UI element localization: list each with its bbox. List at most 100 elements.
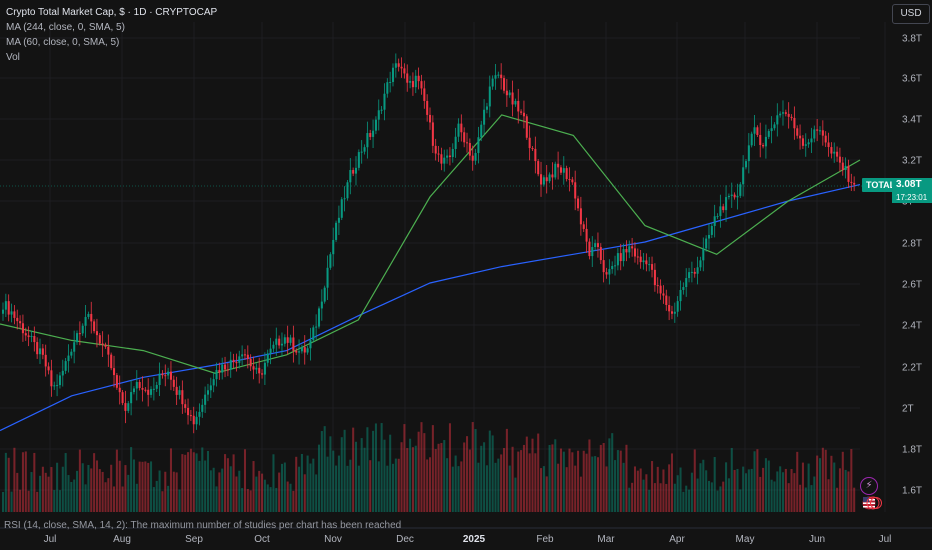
candle-body	[67, 355, 70, 362]
candle-body	[508, 92, 511, 96]
candle-body	[730, 194, 733, 196]
candle-body	[138, 382, 141, 388]
x-tick-label: Apr	[669, 534, 685, 545]
candle-body	[841, 162, 844, 170]
candle-body	[756, 127, 759, 135]
candle-body	[155, 384, 158, 389]
volume-bar	[366, 427, 369, 512]
volume-bar	[824, 449, 827, 512]
volume-bar	[625, 444, 628, 512]
candle-body	[821, 130, 824, 136]
candle-body	[212, 379, 215, 386]
candle-body	[750, 133, 753, 146]
volume-bar	[545, 476, 548, 512]
volume-bar	[801, 462, 804, 512]
volume-bar	[707, 480, 711, 512]
volume-bar	[70, 481, 73, 512]
volume-bar	[352, 427, 355, 512]
candle-body	[292, 337, 295, 351]
candle-body	[411, 81, 414, 88]
x-tick-label: Mar	[597, 534, 615, 545]
volume-bar	[468, 449, 471, 512]
volume-bar	[816, 455, 819, 512]
candle-body	[198, 411, 201, 417]
volume-bar	[494, 462, 497, 512]
volume-bar	[420, 422, 423, 512]
candle-body	[221, 364, 224, 373]
volume-bar	[298, 466, 301, 512]
candle-body	[374, 119, 377, 131]
candle-body	[804, 144, 807, 146]
candle-body	[315, 326, 318, 328]
candle-body	[283, 337, 286, 344]
volume-bar	[13, 447, 16, 512]
x-tick-label: May	[736, 534, 755, 545]
candle-body	[500, 74, 503, 79]
volume-bar	[232, 454, 235, 512]
volume-bar	[326, 456, 329, 512]
candle-body	[141, 387, 144, 390]
volume-bar	[340, 437, 343, 512]
candle-body	[485, 106, 488, 110]
candle-body	[372, 130, 375, 137]
candle-body	[707, 234, 711, 239]
volume-bar	[280, 463, 284, 512]
candle-body	[363, 147, 366, 152]
candle-body	[326, 267, 329, 288]
volume-bar	[275, 487, 278, 512]
candle-body	[830, 147, 833, 154]
y-tick-label: 2.6T	[902, 280, 922, 291]
candle-body	[673, 311, 676, 314]
candle-body	[713, 216, 716, 226]
volume-bar	[804, 487, 807, 512]
volume-bar	[309, 463, 312, 512]
ma244-legend[interactable]: MA (244, close, 0, SMA, 5)	[6, 22, 125, 33]
candle-body	[747, 145, 750, 162]
volume-bar	[841, 451, 844, 512]
volume-bar	[255, 476, 258, 512]
candle-body	[471, 155, 474, 161]
y-tick-label: 3.4T	[902, 115, 922, 126]
candle-body	[488, 86, 491, 107]
volume-bar	[548, 444, 551, 512]
volume-bar	[559, 448, 562, 512]
us-flag-icon[interactable]	[862, 496, 882, 510]
volume-bar	[454, 455, 457, 512]
candle-body	[725, 197, 728, 211]
candle-body	[710, 225, 713, 235]
volume-bar	[357, 465, 360, 512]
volume-bar	[577, 450, 580, 512]
volume-bar	[212, 467, 215, 512]
candle-body	[619, 253, 622, 262]
candle-body	[614, 265, 617, 267]
price-axis[interactable]: 3.8T3.6T3.4T3.2T3T2.8T2.6T2.4T2.2T2T1.8T…	[902, 34, 922, 497]
candle-body	[599, 247, 602, 261]
volume-bar	[98, 469, 101, 512]
candle-body	[409, 81, 412, 83]
y-tick-label: 1.8T	[902, 445, 922, 456]
candle-body	[235, 362, 238, 364]
ma60-legend[interactable]: MA (60, close, 0, SMA, 5)	[6, 37, 120, 48]
candle-body	[104, 344, 107, 347]
volume-bar	[833, 462, 836, 512]
volume-legend[interactable]: Vol	[6, 52, 20, 63]
volume-bar	[58, 490, 61, 512]
volume-bar	[440, 443, 443, 512]
candle-body	[261, 373, 264, 375]
candle-body	[517, 100, 520, 112]
time-axis[interactable]: Jul Aug Sep Oct Nov Dec 2025 Feb Mar Apr May Jun Jul	[44, 534, 892, 545]
volume-bar	[813, 476, 816, 512]
candle-body	[602, 260, 605, 273]
volume-bar	[391, 463, 395, 512]
currency-button[interactable]: USD	[892, 4, 930, 24]
candle-body	[818, 130, 822, 132]
volume-bar	[534, 453, 537, 512]
candle-body	[423, 88, 426, 101]
candle-body	[770, 128, 773, 132]
candle-body	[298, 351, 301, 353]
lightning-icon[interactable]: ⚡	[860, 477, 878, 495]
volume-bar	[853, 487, 856, 512]
volume-bar	[155, 480, 158, 512]
candle-body	[10, 311, 13, 315]
